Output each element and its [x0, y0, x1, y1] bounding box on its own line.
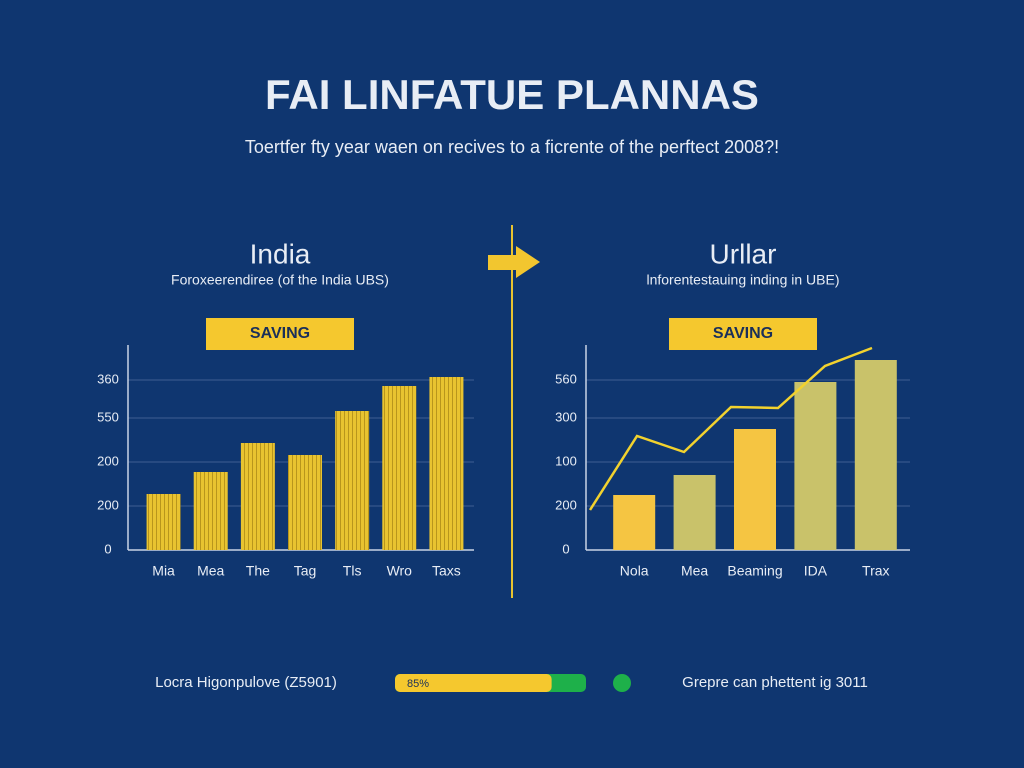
badge-label: SAVING [250, 325, 310, 342]
chart-title: Urllar [710, 238, 777, 269]
x-tick-label: The [246, 563, 270, 579]
x-tick-label: Wro [387, 563, 413, 579]
x-tick-label: Taxs [432, 563, 461, 579]
x-tick-label: Beaming [727, 563, 782, 579]
x-tick-label: Mea [197, 563, 224, 579]
x-tick-label: Tls [343, 563, 362, 579]
y-tick-label: 560 [555, 371, 577, 386]
footer-left: Locra Higonpulove (Z5901) [155, 674, 337, 691]
bar [382, 386, 417, 550]
bar [734, 429, 776, 550]
bar [613, 495, 656, 550]
x-tick-label: Trax [862, 563, 889, 579]
bar [673, 475, 716, 550]
bar [854, 360, 897, 550]
badge [669, 318, 817, 350]
y-tick-label: 0 [562, 541, 569, 556]
bar [146, 494, 181, 550]
x-tick-label: Mea [681, 563, 708, 579]
bar [429, 377, 464, 550]
bar [335, 411, 370, 550]
arrow [488, 246, 540, 278]
x-tick-label: IDA [804, 563, 828, 579]
y-tick-label: 360 [97, 371, 119, 386]
x-tick-label: Nola [620, 563, 649, 579]
badge-label: SAVING [713, 325, 773, 342]
y-tick-label: 0 [104, 541, 111, 556]
status-dot [613, 674, 631, 692]
y-tick-label: 200 [97, 453, 119, 468]
bar [288, 455, 322, 550]
trend-line [588, 346, 873, 511]
progress-label: 85% [407, 678, 429, 690]
page-title: FAI LINFATUE PLANNAS [265, 71, 759, 118]
y-tick-label: 200 [97, 497, 119, 512]
footer-right: Grepre can phettent ig 3011 [682, 674, 868, 691]
page-subtitle: Toertfer fty year waen on recives to a f… [245, 137, 779, 157]
bar [794, 382, 837, 550]
badge [206, 318, 354, 350]
y-tick-label: 550 [97, 409, 119, 424]
y-tick-label: 200 [555, 497, 577, 512]
x-tick-label: Tag [294, 563, 317, 579]
y-tick-label: 300 [555, 409, 577, 424]
x-tick-label: Mia [152, 563, 175, 579]
chart-subtitle: Foroxeerendiree (of the India UBS) [171, 272, 389, 288]
chart-title: India [250, 238, 311, 269]
progress-fill [395, 674, 552, 692]
bar [240, 443, 275, 550]
bar [193, 472, 228, 550]
chart-subtitle: lnforentestauing inding in UBE) [646, 272, 839, 288]
y-tick-label: 100 [555, 453, 577, 468]
